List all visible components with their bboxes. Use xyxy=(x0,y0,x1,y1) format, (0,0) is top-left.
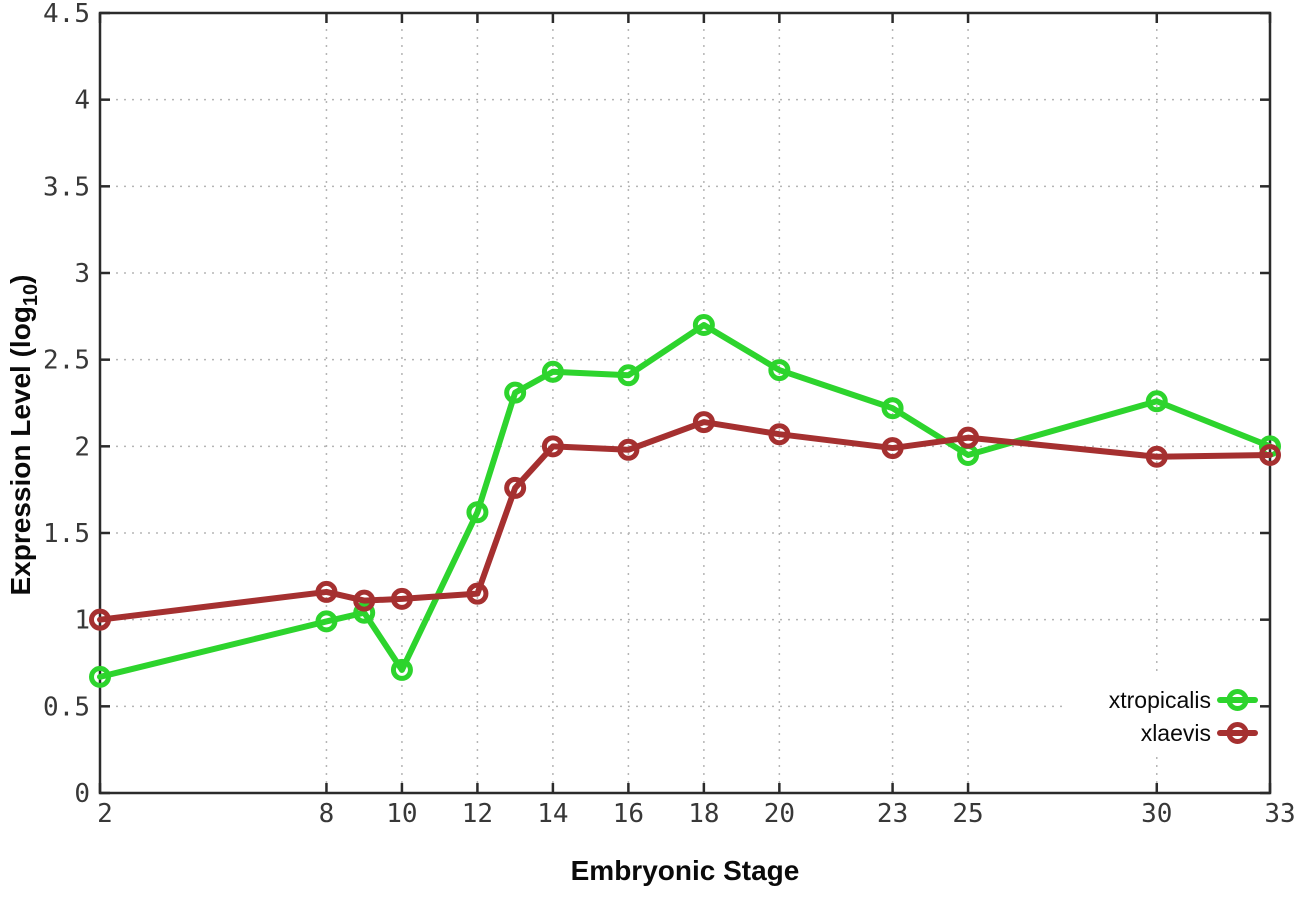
data-point-xtropicalis xyxy=(89,665,111,688)
x-tick-label: 23 xyxy=(877,799,908,829)
x-tick-label: 2 xyxy=(97,799,113,829)
data-point-xlaevis xyxy=(466,582,489,605)
axis-tick-labels: 2 8 10 12 14 16 18 20 23 25 30 33 0 0.5 1 1.5 2 2.5 3 3.5 4 4… xyxy=(43,0,1296,829)
data-point-xlaevis xyxy=(881,437,904,460)
series-xlaevis xyxy=(89,411,1281,631)
x-tick-label: 16 xyxy=(613,799,644,829)
legend-marker-xlaevis xyxy=(1226,722,1249,744)
data-point-xtropicalis xyxy=(466,501,489,524)
data-point-xlaevis xyxy=(768,423,791,446)
series-line-xlaevis xyxy=(97,419,1273,623)
legend-label-xlaevis: xlaevis xyxy=(1141,720,1211,746)
data-point-xtropicalis xyxy=(692,314,715,336)
x-tick-label: 10 xyxy=(386,799,417,829)
x-axis-label: Embryonic Stage xyxy=(571,855,800,886)
data-series xyxy=(89,314,1281,688)
x-tick-label: 12 xyxy=(462,799,493,829)
data-point-xlaevis xyxy=(390,587,413,610)
data-point-xtropicalis xyxy=(504,381,527,404)
x-tick-label: 18 xyxy=(688,799,719,829)
legend-entry-xtropicalis: xtropicalis xyxy=(1109,687,1258,713)
x-tick-label: 30 xyxy=(1141,799,1172,829)
data-point-xtropicalis xyxy=(315,610,338,633)
series-line-xtropicalis xyxy=(97,322,1273,680)
y-tick-label: 2 xyxy=(74,432,90,462)
y-axis-label: Expression Level (log10) xyxy=(5,275,42,596)
series-xtropicalis xyxy=(89,314,1281,688)
x-tick-label: 25 xyxy=(952,799,983,829)
legend-entry-xlaevis: xlaevis xyxy=(1141,720,1258,746)
y-tick-label: 0.5 xyxy=(43,692,90,722)
data-point-xtropicalis xyxy=(390,658,413,681)
x-tick-label: 33 xyxy=(1264,799,1295,829)
legend-marker-xtropicalis xyxy=(1226,689,1249,711)
y-tick-label: 3 xyxy=(74,259,90,289)
legend: xtropicalis xlaevis xyxy=(1109,687,1258,746)
x-tick-label: 20 xyxy=(764,799,795,829)
y-tick-label: 4 xyxy=(74,86,90,116)
data-point-xlaevis xyxy=(315,580,338,603)
data-point-xtropicalis xyxy=(353,601,376,624)
plot-border xyxy=(98,11,1272,795)
data-point-xlaevis xyxy=(541,435,564,458)
data-point-xlaevis xyxy=(692,411,715,434)
y-tick-label: 0 xyxy=(74,779,90,809)
x-tick-label: 8 xyxy=(319,799,335,829)
data-point-xtropicalis xyxy=(617,364,640,387)
data-point-xlaevis xyxy=(504,476,527,499)
data-point-xlaevis xyxy=(89,608,111,631)
data-point-xlaevis xyxy=(1145,445,1168,468)
y-tick-label: 1 xyxy=(74,606,90,636)
y-tick-label: 2.5 xyxy=(43,346,90,376)
y-tick-label: 3.5 xyxy=(43,172,90,202)
data-point-xlaevis xyxy=(617,438,640,461)
data-point-xtropicalis xyxy=(881,397,904,420)
legend-label-xtropicalis: xtropicalis xyxy=(1109,687,1211,713)
y-tick-label: 1.5 xyxy=(43,519,90,549)
y-tick-label: 4.5 xyxy=(43,0,90,29)
data-point-xtropicalis xyxy=(1145,390,1168,413)
data-point-xlaevis xyxy=(957,426,980,449)
data-point-xtropicalis xyxy=(768,359,791,382)
data-point-xlaevis xyxy=(1259,444,1281,466)
x-tick-label: 14 xyxy=(537,799,568,829)
data-point-xlaevis xyxy=(353,589,376,612)
data-point-xtropicalis xyxy=(541,360,564,383)
